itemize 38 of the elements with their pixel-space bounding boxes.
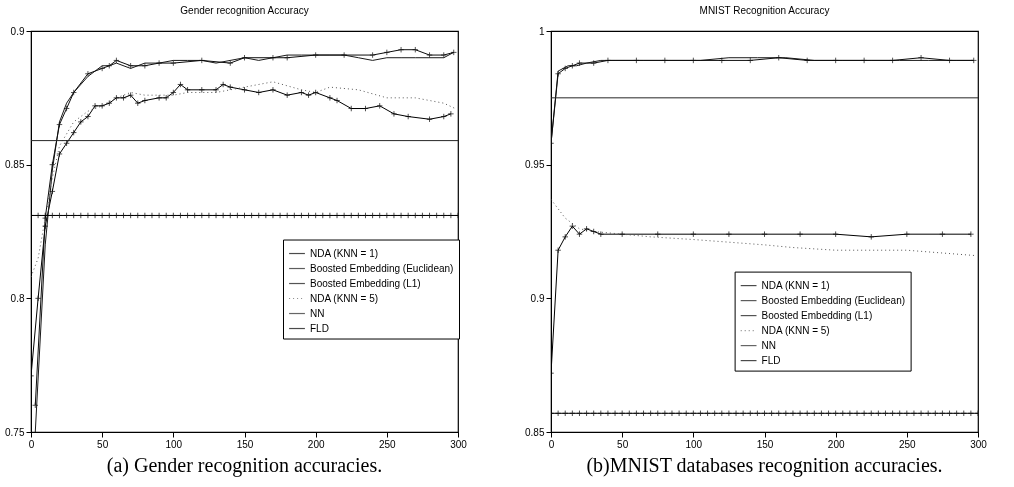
x-tick-label: 250 (378, 438, 397, 450)
legend-label: Boosted Embedding (L1) (310, 277, 421, 289)
y-tick-label: 0.75 (5, 426, 25, 438)
legend-label: NDA (KNN = 5) (310, 292, 379, 304)
x-tick-label: 100 (165, 438, 183, 450)
y-tick-label: 0.85 (5, 159, 25, 171)
x-tick-label: 250 (898, 438, 917, 450)
x-tick-label: 100 (685, 438, 703, 450)
x-tick-label: 50 (617, 438, 629, 450)
text: (b)MNIST databases recognition accuracies. (585, 454, 944, 477)
legend-label: Boosted Embedding (L1) (761, 309, 873, 321)
legend-label: NN (310, 307, 325, 319)
legend-label: NDA (KNN = 1) (761, 279, 830, 291)
chart-title: Gender recognition Accuracy (180, 5, 309, 16)
text: (a) Gender recognition accuracies. (105, 454, 384, 477)
y-tick-label: 0.85 (525, 426, 545, 438)
x-tick-label: 150 (236, 438, 254, 450)
legend-label: NN (761, 339, 777, 351)
y-tick-label: 0.9 (10, 25, 25, 37)
legend-label: Boosted Embedding (Euclidean) (310, 262, 454, 274)
x-tick-label: 300 (450, 438, 468, 450)
legend-label: NDA (KNN = 1) (310, 247, 379, 259)
legend-label: FLD (761, 354, 781, 366)
x-tick-label: 50 (97, 438, 109, 450)
chart-title: MNIST Recognition Accuracy (699, 5, 830, 16)
x-tick-label: 0 (28, 438, 35, 450)
legend-label: FLD (310, 322, 329, 334)
x-tick-label: 300 (970, 438, 988, 450)
legend-label: NDA (KNN = 5) (761, 324, 830, 336)
x-tick-label: 200 (307, 438, 325, 450)
x-tick-label: 150 (756, 438, 774, 450)
legend-label: Boosted Embedding (Euclidean) (761, 294, 906, 306)
y-tick-label: 0.9 (530, 292, 545, 304)
y-tick-label: 1 (538, 25, 545, 37)
y-tick-label: 0.95 (525, 159, 545, 171)
x-tick-label: 0 (548, 438, 555, 450)
y-tick-label: 0.8 (10, 292, 25, 304)
x-tick-label: 200 (827, 438, 845, 450)
